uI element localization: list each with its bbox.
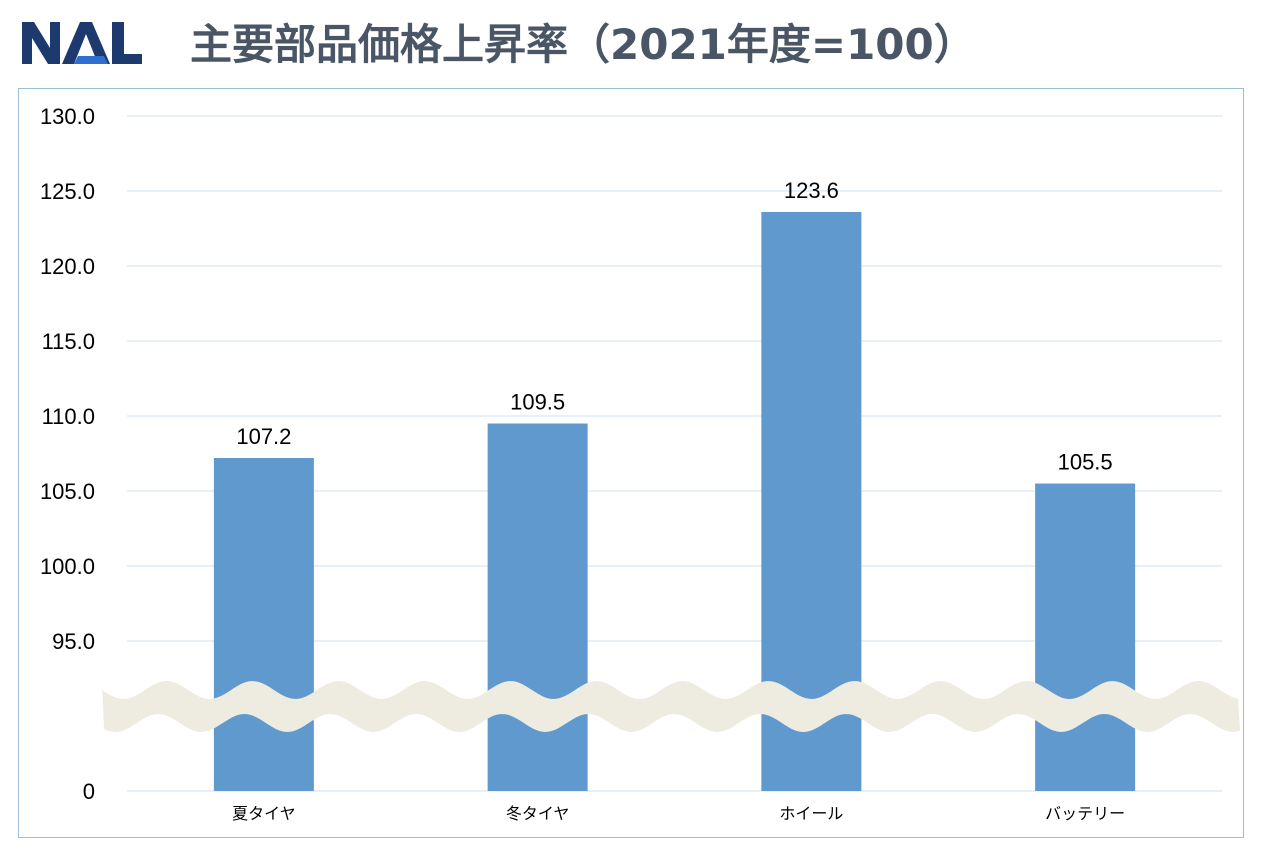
y-tick-label: 115.0 [42, 329, 95, 354]
logo-accent [74, 56, 108, 64]
y-tick-label: 95.0 [52, 629, 95, 654]
y-tick-label: 0 [83, 779, 95, 804]
y-tick-label: 100.0 [40, 554, 95, 579]
axis-break-band [102, 681, 1240, 732]
data-label: 105.5 [1058, 450, 1113, 475]
logo-letter-n [22, 22, 60, 64]
y-tick-label: 125.0 [40, 179, 95, 204]
chart-frame [18, 88, 1244, 838]
logo-letter-a [62, 22, 110, 64]
x-tick-label: ホイール [779, 804, 843, 823]
page-title: 主要部品価格上昇率（2021年度=100） [190, 20, 976, 69]
x-tick-label: バッテリー [1045, 804, 1125, 823]
bar [487, 423, 588, 791]
x-tick-label: 夏タイヤ [232, 804, 296, 823]
y-tick-label: 130.0 [40, 104, 95, 129]
data-label: 107.2 [236, 424, 291, 449]
data-label: 123.6 [784, 178, 839, 203]
y-tick-label: 105.0 [40, 479, 95, 504]
logo-letter-l [112, 22, 142, 64]
bar [213, 458, 314, 791]
x-tick-label: 冬タイヤ [506, 804, 570, 823]
data-label: 109.5 [510, 390, 565, 415]
y-tick-label: 110.0 [42, 404, 95, 429]
bar [1035, 483, 1136, 791]
y-tick-label: 120.0 [40, 254, 95, 279]
nal-logo [22, 22, 142, 64]
